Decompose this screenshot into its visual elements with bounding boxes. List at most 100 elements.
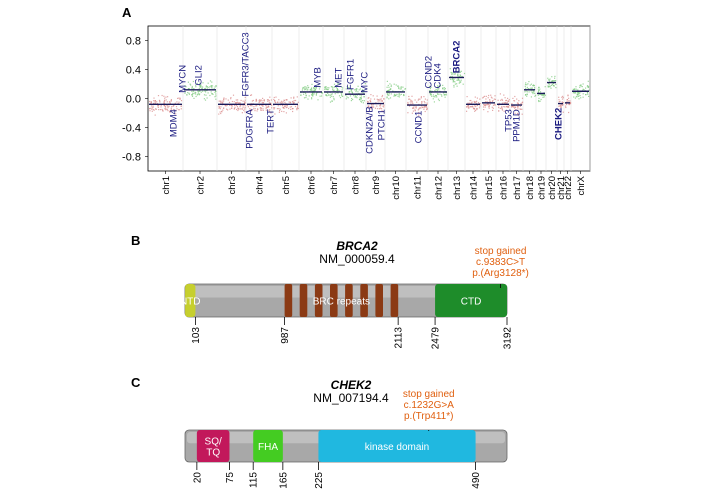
cn-point: [530, 83, 533, 85]
cn-point: [473, 101, 476, 103]
y-tick-label: -0.4: [122, 123, 141, 135]
gene-label-mdm4: MDM4: [169, 109, 180, 137]
cn-point: [409, 101, 411, 103]
x-tick-label: chr8: [351, 176, 362, 194]
cn-point: [552, 80, 554, 82]
cn-point: [559, 104, 562, 106]
cn-point: [580, 85, 582, 87]
cn-point: [492, 107, 494, 109]
cn-point: [435, 95, 437, 97]
x-tick-label: chr16: [499, 176, 510, 200]
cn-point: [355, 90, 357, 93]
cn-point: [535, 94, 537, 96]
cn-point: [293, 102, 295, 104]
cn-point: [306, 87, 308, 89]
cn-point: [420, 107, 422, 109]
cn-point: [504, 106, 506, 108]
cn-point: [271, 107, 273, 109]
cn-point: [309, 89, 311, 91]
cn-point: [553, 80, 555, 82]
cn-point: [503, 94, 505, 96]
brc-repeat: [284, 284, 293, 317]
cn-point: [188, 88, 190, 90]
cn-point: [342, 87, 344, 89]
cn-point: [530, 90, 532, 92]
cn-point: [396, 93, 398, 95]
cn-point: [489, 99, 491, 101]
cn-point: [163, 101, 165, 104]
cn-point: [154, 101, 156, 103]
cn-point: [359, 88, 361, 90]
x-tick-label: chr21: [556, 176, 567, 200]
cn-point: [478, 107, 481, 109]
cn-point: [170, 100, 172, 102]
cn-point: [312, 95, 314, 97]
cn-point: [452, 78, 454, 80]
cn-point: [281, 102, 283, 104]
cn-point: [254, 110, 256, 112]
cn-point: [487, 103, 490, 105]
cn-point: [303, 97, 306, 99]
cn-point: [467, 105, 470, 107]
cn-point: [226, 104, 228, 106]
cn-point: [558, 99, 560, 101]
cn-point: [397, 95, 399, 97]
cn-point: [468, 102, 470, 104]
cn-point: [200, 85, 202, 87]
cn-point: [403, 94, 405, 97]
cn-point: [514, 95, 516, 98]
cn-point: [408, 98, 410, 100]
cn-point: [151, 108, 153, 110]
cn-point: [424, 98, 426, 100]
cn-point: [494, 98, 496, 100]
cn-point: [578, 98, 580, 100]
cn-point: [565, 106, 567, 109]
cn-point: [442, 84, 444, 86]
cn-point: [398, 96, 400, 98]
cn-point: [270, 102, 272, 104]
cn-point: [223, 97, 225, 99]
cn-point: [152, 108, 154, 111]
cn-point: [381, 96, 383, 98]
cn-point: [332, 96, 334, 98]
cn-point: [224, 104, 226, 107]
cn-point: [407, 112, 409, 114]
cn-point: [397, 85, 399, 87]
cn-point: [282, 107, 284, 109]
x-tick-label: chr18: [525, 176, 536, 200]
cn-point: [458, 79, 460, 81]
cn-point: [380, 98, 382, 100]
cn-point: [521, 101, 523, 104]
cn-point: [312, 94, 314, 96]
cn-point: [195, 95, 197, 98]
cn-point: [516, 102, 519, 104]
cn-point: [312, 93, 314, 95]
cn-point: [155, 102, 157, 104]
cn-point: [277, 101, 279, 103]
cn-point: [330, 86, 332, 88]
cn-point: [441, 95, 443, 97]
cn-point: [149, 110, 151, 112]
cn-point: [392, 90, 394, 92]
cn-point: [540, 93, 542, 95]
cn-point: [575, 88, 577, 90]
cn-point: [363, 90, 365, 92]
cn-point: [223, 99, 225, 101]
cn-point: [324, 87, 326, 89]
cn-point: [270, 112, 272, 114]
cn-point: [538, 97, 540, 99]
cn-point: [379, 98, 381, 100]
cn-point: [315, 93, 317, 95]
cn-point: [359, 94, 361, 96]
variant-text: stop gained: [403, 389, 455, 400]
cn-point: [499, 93, 501, 95]
cn-point: [261, 100, 263, 102]
cn-point: [307, 85, 309, 87]
cn-point: [163, 104, 165, 107]
cn-point: [371, 105, 373, 107]
cn-point: [398, 94, 400, 96]
position-label: 225: [314, 472, 325, 489]
cn-point: [175, 110, 177, 112]
cn-point: [297, 107, 299, 110]
cn-point: [236, 105, 238, 108]
